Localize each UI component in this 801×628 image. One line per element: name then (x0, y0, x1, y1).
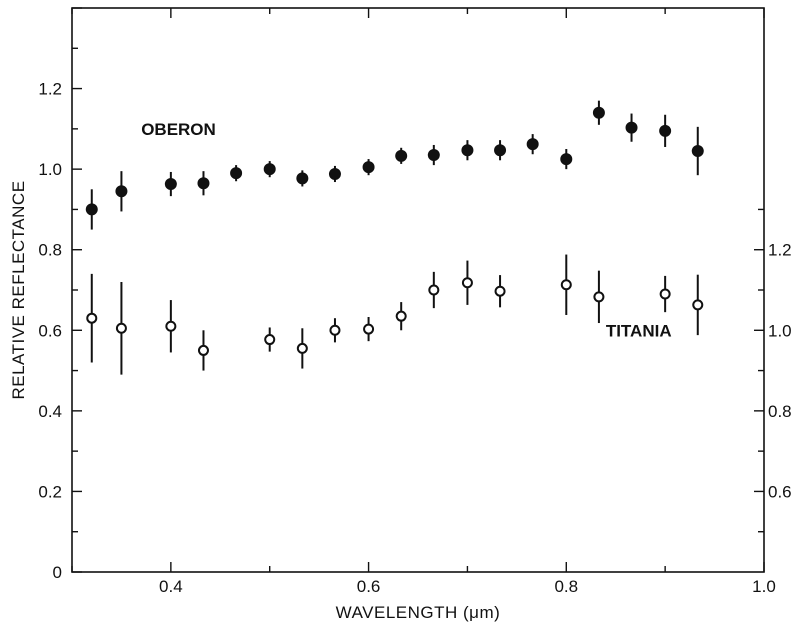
oberon-point (296, 172, 309, 185)
y-tick-label-left: 0.8 (38, 241, 62, 260)
oberon-point (560, 153, 573, 166)
data-marks (85, 100, 704, 375)
titania-point (659, 288, 671, 300)
titania-point (363, 323, 375, 335)
titania-point (395, 310, 407, 322)
y-tick-label-right: 1.2 (768, 241, 792, 260)
oberon-point (85, 203, 98, 216)
titania-point (264, 334, 276, 346)
left-y-tick-labels: 0 0.2 0.4 0.6 0.8 1.0 1.2 (38, 80, 62, 582)
x-axis-title: WAVELENGTH (μm) (336, 603, 501, 622)
oberon-point (625, 121, 638, 134)
oberon-point (526, 138, 539, 151)
oberon-point (263, 163, 276, 176)
titania-point (560, 279, 572, 291)
titania-point (296, 342, 308, 354)
oberon-point (164, 178, 177, 191)
oberon-point (691, 145, 704, 158)
y-tick-label-left: 0.2 (38, 482, 62, 501)
y-tick-label-right: 0.8 (768, 402, 792, 421)
titania-point (165, 320, 177, 332)
titania-point (86, 312, 98, 324)
y-axis-title: RELATIVE REFLECTANCE (9, 180, 28, 399)
x-tick-label: 0.4 (159, 577, 183, 596)
titania-point (115, 322, 127, 334)
oberon-point (659, 124, 672, 137)
oberon-point (461, 144, 474, 157)
oberon-point (362, 161, 375, 174)
titania-label: TITANIA (606, 321, 672, 340)
axis-ticks (71, 7, 765, 573)
titania-point (593, 291, 605, 303)
titania-point (461, 277, 473, 289)
titania-point (329, 324, 341, 336)
oberon-point (395, 149, 408, 162)
y-tick-label-left: 0.4 (38, 402, 62, 421)
x-tick-labels: 0.4 0.6 0.8 1.0 (159, 577, 776, 596)
right-y-tick-labels: 0.6 0.8 1.0 1.2 (768, 241, 792, 502)
titania-point (428, 284, 440, 296)
oberon-point (197, 177, 210, 190)
plot-frame (71, 7, 765, 573)
oberon-point (494, 144, 507, 157)
y-tick-label-right: 0.6 (768, 482, 792, 501)
y-tick-label-left: 1.0 (38, 160, 62, 179)
titania-point (692, 299, 704, 311)
oberon-point (328, 167, 341, 180)
y-tick-label-right: 1.0 (768, 321, 792, 340)
oberon-point (230, 167, 243, 180)
oberon-point (427, 149, 440, 162)
y-tick-label-left: 1.2 (38, 80, 62, 99)
x-tick-label: 0.8 (554, 577, 578, 596)
series-annotations: OBERON TITANIA (141, 120, 671, 340)
titania-point (494, 285, 506, 297)
y-tick-label-left: 0 (53, 563, 62, 582)
oberon-point (115, 185, 128, 198)
oberon-point (592, 106, 605, 119)
titania-point (197, 344, 209, 356)
x-tick-label: 1.0 (752, 577, 776, 596)
x-tick-label: 0.6 (357, 577, 381, 596)
oberon-label: OBERON (141, 120, 216, 139)
y-tick-label-left: 0.6 (38, 321, 62, 340)
